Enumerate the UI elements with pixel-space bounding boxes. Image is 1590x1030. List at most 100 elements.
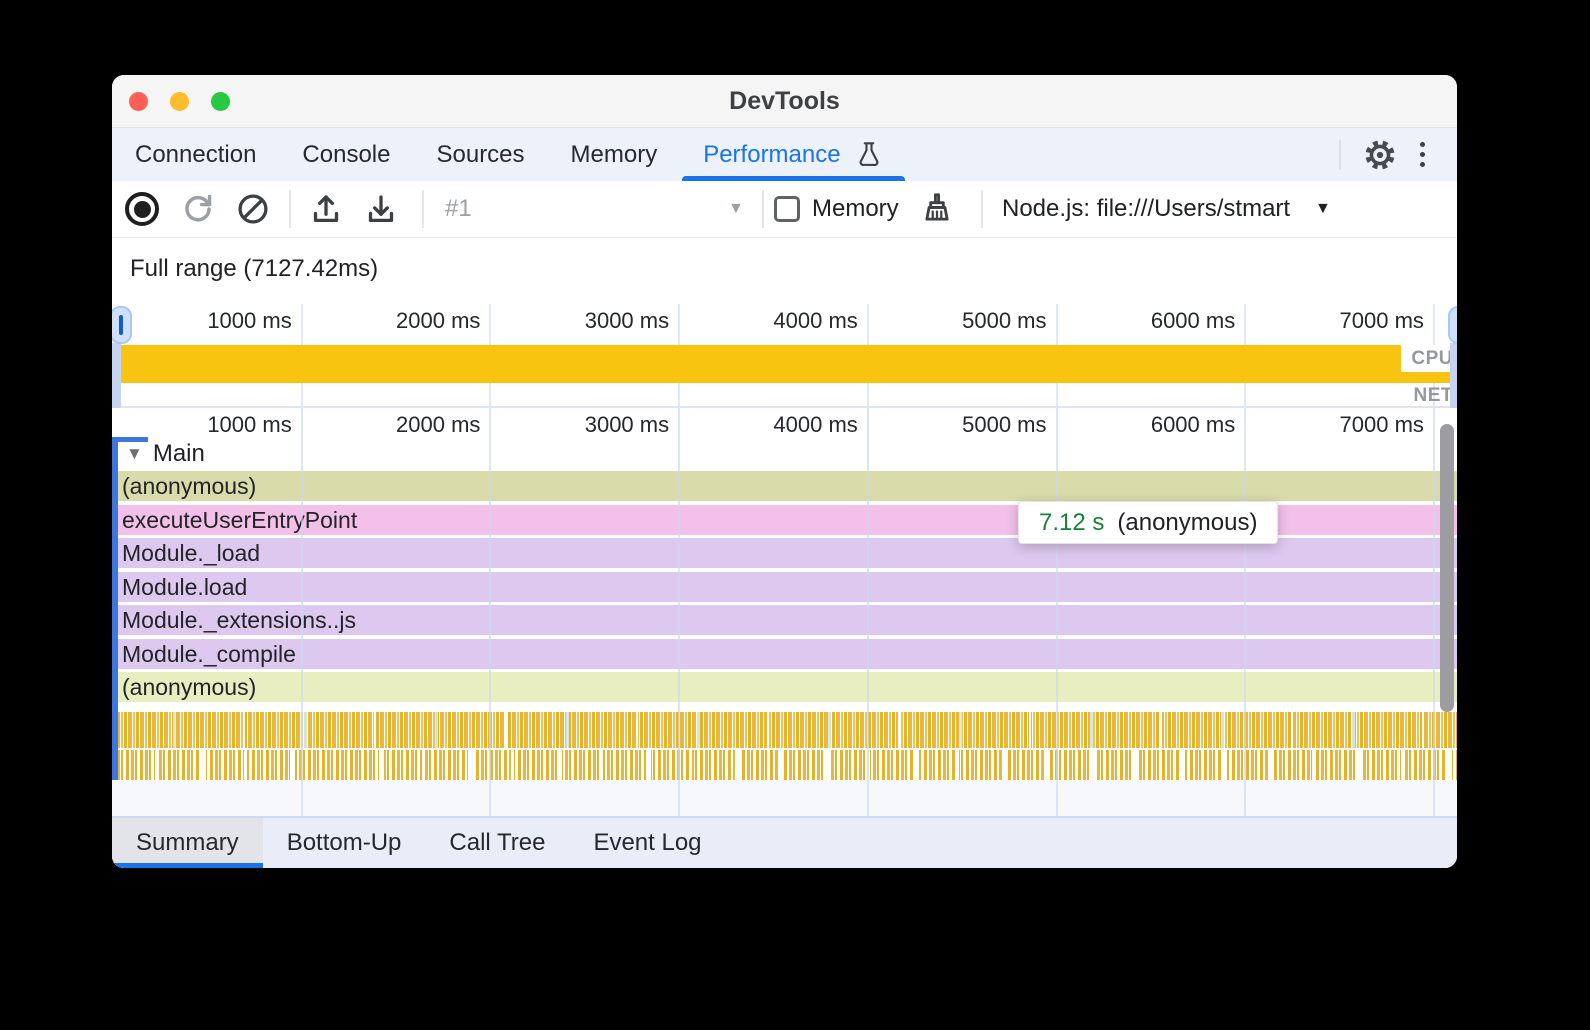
details-tab-call-tree[interactable]: Call Tree	[425, 818, 569, 868]
ruler-tick-label: 2000 ms	[396, 308, 481, 333]
flame-tooltip: 7.12 s (anonymous)	[1018, 501, 1279, 544]
settings-button[interactable]	[1359, 134, 1401, 176]
divider	[762, 190, 764, 228]
record-button[interactable]	[125, 192, 159, 226]
ruler-tick-label: 1000 ms	[207, 412, 292, 437]
tab-sources[interactable]: Sources	[413, 128, 547, 181]
ruler-tick-label: 7000 ms	[1339, 412, 1424, 437]
selection-marker	[112, 437, 148, 442]
flame-row-module-extensions-js[interactable]: Module._extensions..js	[112, 605, 1457, 635]
ruler-tick-label: 7000 ms	[1339, 308, 1424, 333]
target-select[interactable]: Node.js: file:///Users/stmart	[1002, 195, 1291, 222]
details-tab-label: Summary	[136, 829, 239, 856]
load-profile-button[interactable]	[308, 191, 344, 227]
window-title: DevTools	[729, 87, 840, 115]
details-tab-label: Call Tree	[449, 829, 546, 856]
range-handle-left[interactable]	[112, 306, 132, 344]
cpu-activity-band[interactable]	[112, 345, 1457, 383]
tab-console[interactable]: Console	[279, 128, 413, 181]
tab-connection[interactable]: Connection	[112, 128, 279, 181]
tab-label: Performance	[703, 140, 841, 168]
minimize-button[interactable]	[170, 92, 189, 111]
reload-icon	[179, 190, 217, 228]
timeline-overview[interactable]: 1000 ms 2000 ms 3000 ms 4000 ms 5000 ms 6000 …	[112, 300, 1457, 408]
performance-panel: Full range (7127.42ms) 1000 ms 2000 ms 300…	[112, 238, 1457, 868]
collect-garbage-button[interactable]	[918, 190, 956, 228]
history-select[interactable]: #1	[445, 195, 472, 222]
performance-toolbar: #1 ▼ Memory Node.js: file:///Users/stmar…	[112, 181, 1457, 238]
record-icon	[125, 192, 159, 226]
flame-row-label: (anonymous)	[122, 473, 257, 499]
flame-row-label: executeUserEntryPoint	[122, 506, 358, 533]
kebab-menu-icon	[1419, 142, 1425, 167]
more-options-button[interactable]	[1401, 134, 1443, 176]
ruler-tick-label: 3000 ms	[584, 308, 670, 333]
divider	[1339, 139, 1341, 170]
memory-checkbox[interactable]	[774, 196, 800, 222]
tab-label: Memory	[570, 140, 658, 168]
main-track-label: Main	[152, 440, 205, 467]
reload-and-record-button[interactable]	[179, 190, 217, 228]
tab-label: Connection	[135, 140, 257, 168]
ruler-tick-label: 6000 ms	[1150, 308, 1236, 333]
details-tab-summary[interactable]: Summary	[112, 818, 263, 868]
details-tab-label: Bottom-Up	[286, 829, 402, 856]
selection-marker	[112, 437, 118, 780]
flame-activity-band[interactable]	[112, 712, 1457, 748]
flame-row--anonymous-[interactable]: (anonymous)	[112, 672, 1457, 702]
flask-icon	[854, 139, 884, 171]
clear-button[interactable]	[235, 191, 271, 227]
broom-icon	[918, 190, 956, 228]
flame-ruler: 1000 ms 2000 ms 3000 ms 4000 ms 5000 ms 6000 …	[112, 412, 1457, 440]
upload-icon	[308, 191, 344, 227]
block-icon	[235, 191, 271, 227]
tooltip-duration: 7.12 s	[1039, 508, 1105, 536]
flame-activity-band[interactable]	[112, 750, 1457, 780]
divider	[981, 190, 983, 228]
ruler-tick-label: 5000 ms	[962, 308, 1047, 333]
titlebar: DevTools	[112, 75, 1457, 128]
flame-row-label: Module._compile	[122, 640, 296, 667]
flame-row--anonymous-[interactable]: (anonymous)	[112, 471, 1457, 501]
range-excluded-left	[112, 343, 121, 408]
vertical-scrollbar[interactable]	[1440, 424, 1454, 712]
flame-row-label: Module._load	[122, 540, 261, 566]
target-caret-icon[interactable]: ▼	[1315, 200, 1331, 217]
cpu-label: CPU	[1401, 345, 1457, 372]
ruler-tick-label: 6000 ms	[1150, 412, 1236, 437]
net-label: NET	[1413, 385, 1453, 406]
divider	[422, 190, 424, 228]
close-button[interactable]	[129, 92, 148, 111]
tab-memory[interactable]: Memory	[548, 128, 681, 181]
flame-bottom-pane	[112, 780, 1457, 816]
ruler-tick-label: 1000 ms	[207, 308, 292, 333]
range-handle-right[interactable]	[1448, 306, 1457, 344]
details-tab-bottom-up[interactable]: Bottom-Up	[263, 818, 426, 868]
flame-row-module-compile[interactable]: Module._compile	[112, 638, 1457, 669]
tab-label: Sources	[436, 140, 525, 168]
flame-chart[interactable]: (anonymous) executeUserEntryPoint Module._…	[112, 408, 1457, 818]
overview-ruler: 1000 ms 2000 ms 3000 ms 4000 ms 5000 ms 6000 …	[112, 308, 1457, 336]
tab-strip: Connection Console Sources Memory Performanc…	[112, 128, 907, 181]
full-range-heading: Full range (7127.42ms)	[130, 255, 379, 282]
maximize-button[interactable]	[211, 92, 230, 111]
ruler-tick-label: 4000 ms	[773, 412, 858, 437]
flame-row-label: (anonymous)	[122, 674, 257, 700]
history-caret-icon[interactable]: ▼	[728, 200, 744, 217]
details-tab-event-log[interactable]: Event Log	[569, 818, 725, 868]
save-profile-button[interactable]	[363, 191, 399, 227]
traffic-lights	[129, 92, 230, 111]
range-excluded-right	[1450, 343, 1457, 408]
flame-row-module-load[interactable]: Module.load	[112, 571, 1457, 602]
details-tabbar: Summary Bottom-Up Call Tree Event Log	[112, 818, 1457, 868]
flame-row-label: Module.load	[122, 573, 248, 600]
chevron-down-icon[interactable]: ▼	[126, 444, 143, 463]
memory-checkbox-label[interactable]: Memory	[812, 195, 899, 222]
tab-performance[interactable]: Performance	[680, 128, 906, 181]
details-tab-label: Event Log	[593, 829, 702, 856]
ruler-tick-label: 3000 ms	[584, 412, 670, 437]
tab-label: Console	[302, 140, 391, 168]
ruler-tick-label: 5000 ms	[962, 412, 1047, 437]
main-track-header[interactable]: ▼ Main	[112, 437, 1457, 471]
divider	[289, 190, 291, 228]
